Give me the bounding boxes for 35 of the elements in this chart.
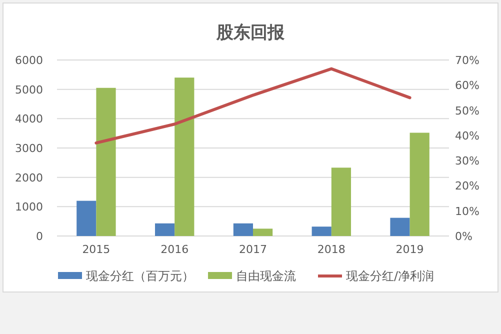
legend-label: 自由现金流 [236,269,296,283]
bar [331,168,351,236]
bar [312,226,332,236]
y-tick-label: 1000 [15,200,43,214]
y-tick-label: 2000 [15,171,43,184]
x-tick-label: 2017 [239,243,267,256]
bar [390,218,410,236]
x-tick-label: 2015 [82,243,110,256]
y2-tick-label: 70% [455,54,480,67]
bar [253,228,273,236]
chart-title: 股东回报 [216,23,286,43]
y2-tick-label: 60% [455,79,480,92]
bar [233,223,253,236]
y-tick-label: 0 [36,230,43,243]
y2-tick-label: 10% [455,204,480,218]
y2-tick-label: 20% [455,180,480,193]
line-series [94,67,412,144]
y-tick-label: 4000 [15,112,43,126]
bar [155,223,175,236]
legend-label: 现金分红（百万元） [86,269,194,283]
y-tick-label: 5000 [15,83,43,96]
bar [76,200,96,236]
y-tick-label: 3000 [15,142,43,155]
y2-tick-label: 0% [455,230,472,243]
y-tick-label: 6000 [15,54,43,67]
bar [410,132,430,236]
y2-tick-label: 50% [455,104,480,118]
bar [174,78,194,236]
x-tick-label: 2019 [396,243,424,256]
legend-label: 现金分红/净利润 [346,269,434,283]
bar [96,88,116,236]
x-tick-label: 2016 [160,243,189,256]
y2-tick-label: 40% [455,129,480,142]
x-tick-label: 2018 [317,243,346,256]
y2-tick-label: 30% [455,154,480,168]
